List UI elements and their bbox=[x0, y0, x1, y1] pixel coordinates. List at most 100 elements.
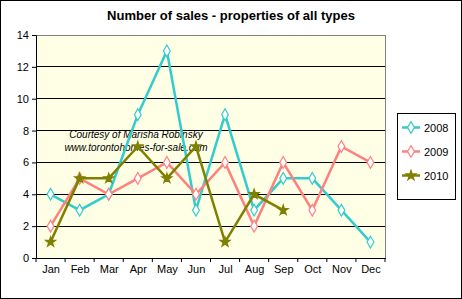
y-tick: 2 bbox=[23, 220, 36, 232]
x-tick-label: Oct bbox=[304, 263, 321, 275]
marker bbox=[222, 109, 229, 121]
x-separator bbox=[65, 258, 66, 262]
grid-line bbox=[36, 226, 385, 227]
marker bbox=[338, 141, 345, 153]
marker bbox=[75, 173, 85, 182]
x-tick: Jun bbox=[188, 258, 206, 275]
x-tick-label: Mar bbox=[100, 263, 119, 275]
x-separator bbox=[268, 258, 269, 262]
marker bbox=[222, 157, 229, 169]
y-tick-mark bbox=[32, 131, 36, 132]
x-tick-label: Dec bbox=[361, 263, 381, 275]
y-tick: 6 bbox=[23, 156, 36, 168]
y-tick-label: 8 bbox=[23, 125, 29, 137]
marker bbox=[249, 189, 259, 198]
x-tick: Nov bbox=[332, 258, 352, 275]
series-line bbox=[51, 147, 371, 227]
y-tick: 12 bbox=[17, 61, 36, 73]
x-separator bbox=[355, 258, 356, 262]
y-tick: 4 bbox=[23, 188, 36, 200]
series-markers bbox=[47, 141, 374, 232]
marker bbox=[193, 204, 200, 216]
title: Number of sales - properties of all type… bbox=[107, 8, 355, 23]
y-tick-label: 6 bbox=[23, 156, 29, 168]
x-tick: Feb bbox=[71, 258, 90, 275]
x-separator bbox=[123, 258, 124, 262]
x-separator bbox=[239, 258, 240, 262]
x-separator bbox=[297, 258, 298, 262]
plot-frame bbox=[36, 35, 385, 258]
legend-marker bbox=[406, 170, 416, 179]
x-tick-label: Jun bbox=[188, 263, 206, 275]
marker bbox=[162, 173, 172, 182]
marker bbox=[134, 172, 141, 184]
plot-area bbox=[46, 45, 374, 248]
x-tick-label: Apr bbox=[130, 263, 147, 275]
x-tick: Dec bbox=[361, 258, 381, 275]
x-tick: Sep bbox=[274, 258, 294, 275]
legend-label: 2009 bbox=[424, 146, 448, 158]
x-separator bbox=[152, 258, 153, 262]
series-markers bbox=[46, 141, 289, 246]
x-tick: Jan bbox=[42, 258, 60, 275]
marker bbox=[133, 141, 143, 150]
y-tick-mark bbox=[32, 258, 36, 259]
y-tick: 10 bbox=[17, 93, 36, 105]
grid-line bbox=[36, 66, 385, 67]
y-tick-mark bbox=[32, 67, 36, 68]
y-tick: 14 bbox=[17, 29, 36, 41]
y-tick-label: 0 bbox=[23, 252, 29, 264]
marker bbox=[47, 220, 54, 232]
marker bbox=[338, 204, 345, 216]
y-tick: 0 bbox=[23, 252, 36, 264]
legend-box bbox=[397, 114, 455, 200]
x-separators bbox=[36, 258, 385, 262]
marker bbox=[104, 173, 114, 182]
marker bbox=[309, 204, 316, 216]
marker bbox=[191, 141, 201, 150]
marker bbox=[193, 188, 200, 200]
y-axis-line bbox=[32, 36, 37, 259]
marker bbox=[46, 237, 56, 246]
marker bbox=[76, 204, 83, 216]
x-tick: Apr bbox=[130, 258, 147, 275]
y-tick-label: 12 bbox=[17, 61, 29, 73]
x-tick-label: Nov bbox=[332, 263, 352, 275]
marker bbox=[105, 188, 112, 200]
x-separator bbox=[385, 258, 386, 262]
grid bbox=[36, 35, 385, 258]
legend-marker bbox=[408, 122, 415, 134]
plot-background bbox=[36, 35, 385, 258]
marker bbox=[251, 220, 258, 232]
x-axis: JanFebMarAprMayJunJulAugSepOctNovDec bbox=[36, 258, 386, 275]
x-tick-label: Sep bbox=[274, 263, 294, 275]
x-tick-label: Jul bbox=[219, 263, 233, 275]
x-tick-label: Jan bbox=[42, 263, 60, 275]
marker bbox=[163, 45, 170, 57]
marker bbox=[47, 188, 54, 200]
marker bbox=[220, 237, 230, 246]
marker bbox=[163, 157, 170, 169]
y-tick-mark bbox=[32, 162, 36, 163]
legend-label: 2008 bbox=[424, 122, 448, 134]
y-tick-mark bbox=[32, 194, 36, 195]
marker bbox=[251, 204, 258, 216]
x-tick-label: May bbox=[157, 263, 178, 275]
x-tick: Mar bbox=[100, 258, 119, 275]
series-line bbox=[51, 147, 284, 243]
legend-label: 2010 bbox=[424, 170, 448, 182]
marker bbox=[134, 109, 141, 121]
marker bbox=[309, 172, 316, 184]
marker bbox=[280, 172, 287, 184]
legend-marker bbox=[408, 146, 415, 158]
chart-border bbox=[1, 1, 462, 299]
marker bbox=[367, 236, 374, 248]
series-line bbox=[51, 51, 371, 242]
y-tick-mark bbox=[32, 35, 36, 36]
x-separator bbox=[210, 258, 211, 262]
y-tick-label: 10 bbox=[17, 93, 29, 105]
x-tick-label: Feb bbox=[71, 263, 90, 275]
y-tick-mark bbox=[32, 99, 36, 100]
y-tick-label: 2 bbox=[23, 220, 29, 232]
marker bbox=[105, 188, 112, 200]
